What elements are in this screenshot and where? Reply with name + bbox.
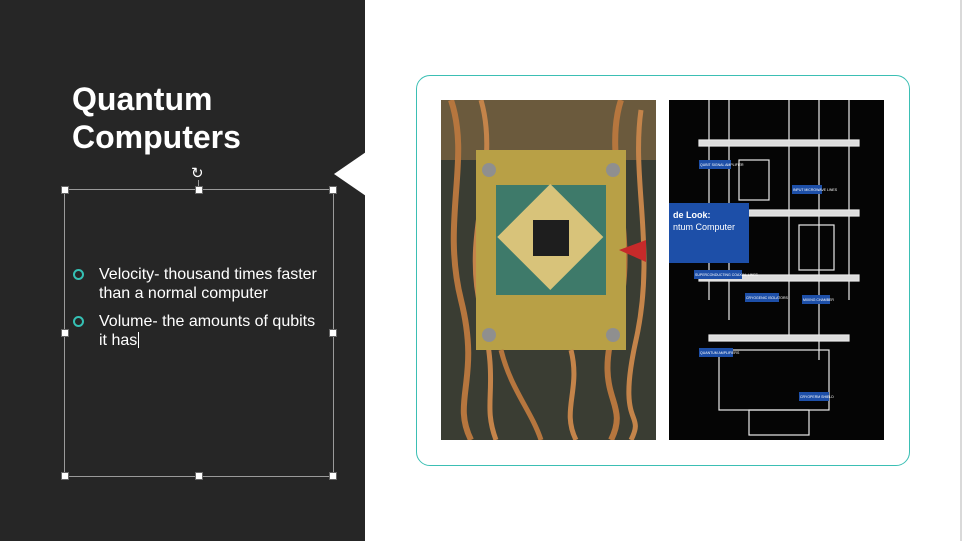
bullet-text: Volume- the amounts of qubits it has (99, 313, 316, 349)
resize-handle-top[interactable] (195, 186, 203, 194)
quantum-chip-photo[interactable] (441, 100, 656, 440)
rotate-handle-line (198, 180, 199, 189)
slide-title[interactable]: Quantum Computers (72, 81, 241, 155)
chip-photo-icon (441, 100, 656, 440)
resize-handle-right[interactable] (329, 329, 337, 337)
resize-handle-bottom[interactable] (195, 472, 203, 480)
diagram-label: MIXING CHAMBER (803, 298, 834, 302)
resize-handle-top-right[interactable] (329, 186, 337, 194)
resize-handle-top-left[interactable] (61, 186, 69, 194)
quantum-computer-diagram[interactable]: de Look: ntum Computer QUBIT SIGNAL AMPL… (669, 100, 884, 440)
resize-handle-left[interactable] (61, 329, 69, 337)
window-edge (960, 0, 962, 541)
diagram-heading-line1: de Look: (673, 210, 711, 220)
bullet-circle-icon (73, 269, 84, 280)
diagram-label: QUANTUM AMPLIFIERS (700, 351, 740, 355)
bullet-item[interactable]: Volume- the amounts of qubits it has (73, 312, 318, 350)
rotate-handle-icon[interactable]: ↻ (191, 165, 204, 182)
selected-text-box[interactable] (61, 186, 337, 480)
text-cursor (138, 332, 140, 348)
diagram-label: CRYOGENIC ISOLATORS (746, 296, 788, 300)
diagram-heading-line2: ntum Computer (673, 222, 735, 232)
bullet-list[interactable]: Velocity- thousand times faster than a n… (73, 265, 318, 359)
diagram-label: CRYOPERM SHIELD (800, 395, 834, 399)
diagram-icon: de Look: ntum Computer QUBIT SIGNAL AMPL… (669, 100, 884, 440)
resize-handle-bottom-right[interactable] (329, 472, 337, 480)
bullet-circle-icon (73, 316, 84, 327)
diagram-label: SUPERCONDUCTING COAXIAL LINES (695, 273, 759, 277)
panel-pointer-triangle (334, 152, 366, 196)
diagram-label: INPUT MICROWAVE LINES (793, 188, 838, 192)
resize-handle-bottom-left[interactable] (61, 472, 69, 480)
bullet-item[interactable]: Velocity- thousand times faster than a n… (73, 265, 318, 303)
bullet-text: Velocity- thousand times faster than a n… (99, 266, 317, 302)
diagram-label: QUBIT SIGNAL AMPLIFIER (700, 163, 744, 167)
left-dark-panel (0, 0, 365, 541)
